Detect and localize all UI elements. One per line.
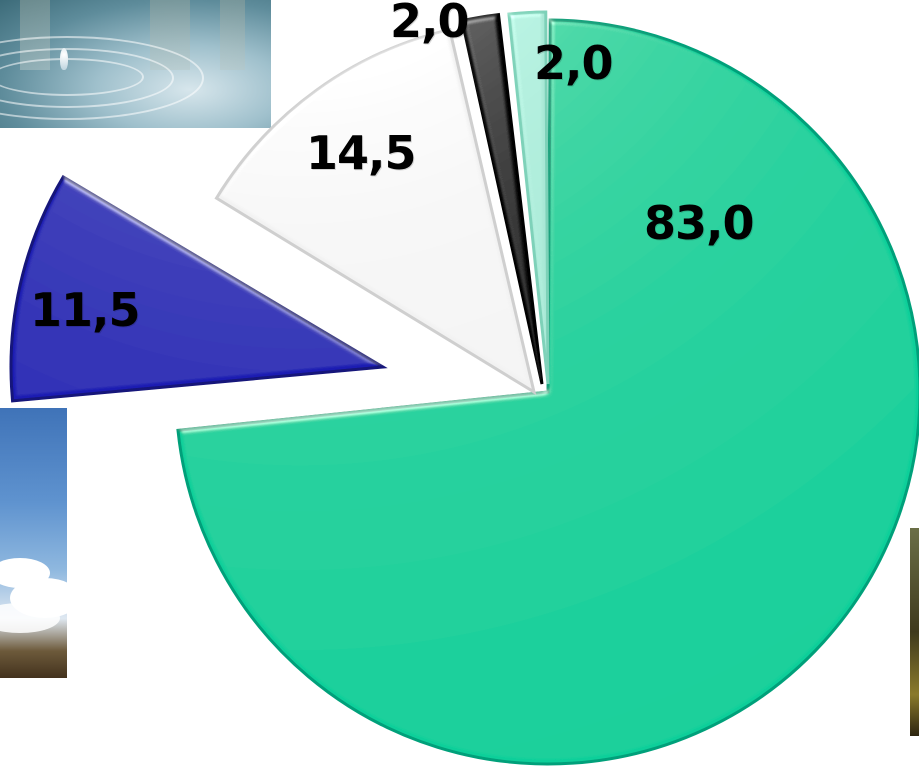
water-drop-photo [0,0,271,128]
slice-label-2: 11,5 [30,283,140,337]
pie-slice-5 [507,10,550,385]
pie-slice-4 [460,12,544,385]
slice-label-1: 83,0 [644,196,754,250]
slice-label-5: 2,0 [534,36,613,90]
pie-slice-2 [9,174,388,403]
pie-slice-3 [214,27,537,396]
sky-clouds-photo [0,408,67,678]
landscape-photo [910,528,919,736]
slice-label-4: 2,0 [390,0,469,48]
slice-label-3: 14,5 [306,126,416,180]
pie-slice-1 [176,18,919,766]
